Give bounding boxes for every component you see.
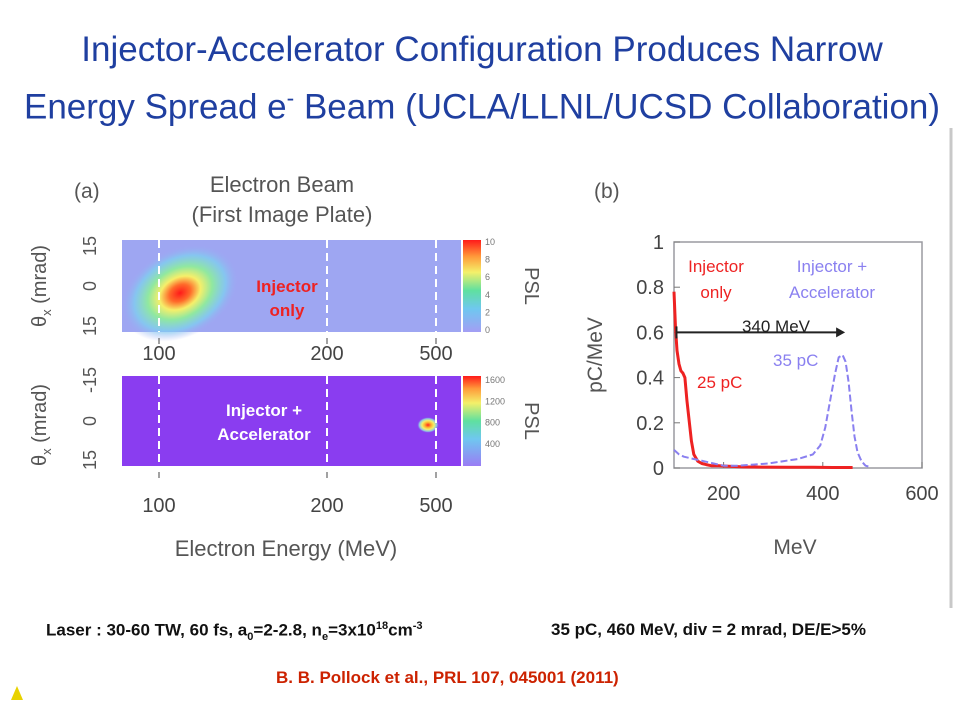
- laser-sub-ne: e: [321, 631, 329, 644]
- top-y-tick-2: 15: [80, 316, 100, 336]
- colorbar-top-tick-3: 4: [485, 290, 490, 300]
- title-line2-part-b: Beam (UCLA/LLNL/UCSD Collaboration): [294, 87, 941, 127]
- title-line2-part-a: Energy Spread e: [23, 87, 287, 127]
- energy-gain-label: 340 MeV: [742, 317, 811, 336]
- laser-text-c: =3x10: [328, 620, 376, 640]
- image-plate-bottom: [122, 376, 461, 466]
- citation: B. B. Pollock et al., PRL 107, 045001 (2…: [276, 668, 619, 687]
- top-y-label: θx (mrad): [29, 245, 54, 327]
- panel-b-y-label: pC/MeV: [584, 317, 607, 393]
- bottom-y-ticks: -15 0 15: [80, 367, 100, 470]
- annotation-injector-only-1: Injector: [256, 277, 318, 296]
- annotation-injector-only-2: only: [270, 301, 305, 320]
- colorbar-top-tick-2: 6: [485, 272, 490, 282]
- b-y-tick-2: 0.4: [636, 368, 664, 390]
- bottom-y-label-rest: (mrad): [29, 384, 51, 448]
- colorbar-top-ticks: 10 8 6 4 2 0: [485, 237, 495, 335]
- warning-triangle-icon: [11, 686, 23, 700]
- colorbar-top-tick-1: 8: [485, 255, 490, 265]
- panel-b-x-ticks: 200 400 600: [707, 462, 939, 505]
- energy-gain-arrow: [675, 326, 846, 339]
- laser-text-a: Laser : 30-60 TW, 60 fs, a: [46, 620, 248, 640]
- colorbar-bottom-tick-0: 1600: [485, 375, 505, 385]
- top-y-label-main: θ: [29, 316, 51, 327]
- panel-a-title: Electron Beam: [210, 172, 354, 197]
- slide-title-line1: Injector-Accelerator Configuration Produ…: [81, 30, 883, 69]
- panel-a-label: (a): [74, 180, 100, 203]
- panel-b-x-label: MeV: [773, 536, 816, 559]
- laser-sub-a0: 0: [247, 631, 254, 644]
- panel-b-label: (b): [594, 180, 620, 203]
- colorbar-bottom: [463, 376, 481, 466]
- bottom-y-label-main: θ: [29, 455, 51, 466]
- colorbar-top-tick-5: 0: [485, 325, 490, 335]
- colorbar-top-tick-0: 10: [485, 237, 495, 247]
- panel-b-y-ticks: 0 0.2 0.4 0.6 0.8 1: [636, 232, 680, 480]
- bottom-x-tick-100: 100: [142, 495, 175, 517]
- top-x-tick-200: 200: [310, 343, 343, 365]
- laser-sup-3: -3: [412, 620, 423, 632]
- bottom-x-tick-500: 500: [419, 495, 452, 517]
- b-y-tick-4: 0.8: [636, 277, 664, 299]
- panel-a-x-label: Electron Energy (MeV): [175, 536, 398, 561]
- colorbar-bottom-tick-2: 800: [485, 418, 500, 428]
- laser-parameters: Laser : 30-60 TW, 60 fs, a0=2-2.8, ne=3x…: [46, 620, 423, 643]
- top-x-tick-500: 500: [419, 343, 452, 365]
- series-line-0: [672, 291, 853, 469]
- legend-injector-only-1: Injector: [688, 257, 744, 276]
- laser-sup-18: 18: [375, 620, 389, 632]
- legend-injector-accel-1: Injector +: [797, 257, 867, 276]
- beam-parameters: 35 pC, 460 MeV, div = 2 mrad, DE/E>5%: [551, 620, 866, 639]
- top-y-ticks: 15 0 15: [80, 236, 100, 336]
- top-y-label-rest: (mrad): [29, 245, 51, 309]
- b-y-tick-1: 0.2: [636, 413, 664, 435]
- b-y-tick-5: 1: [653, 232, 664, 254]
- colorbar-bottom-label: PSL: [520, 402, 542, 440]
- top-y-label-sub: x: [39, 309, 54, 316]
- charge-label-injector-accel: 35 pC: [773, 351, 818, 370]
- annotation-injector-accel-2: Accelerator: [217, 425, 311, 444]
- electron-spot-injector-only: [121, 244, 239, 342]
- colorbar-bottom-ticks: 1600 1200 800 400: [485, 375, 505, 449]
- b-x-tick-2: 600: [905, 483, 938, 505]
- top-x-tick-100: 100: [142, 343, 175, 365]
- annotation-injector-accel-1: Injector +: [226, 401, 302, 420]
- colorbar-top-tick-4: 2: [485, 307, 490, 317]
- b-y-tick-3: 0.6: [636, 322, 664, 344]
- legend-injector-accel-2: Accelerator: [789, 283, 875, 302]
- title-superscript: -: [286, 85, 295, 111]
- bottom-y-label-sub: x: [39, 448, 54, 455]
- series-line-1: [673, 354, 871, 468]
- panel-b-series: [672, 291, 871, 469]
- electron-spot-injector-accelerator: [417, 417, 439, 433]
- colorbar-bottom-tick-3: 400: [485, 439, 500, 449]
- bottom-x-tick-200: 200: [310, 495, 343, 517]
- bottom-y-label: θx (mrad): [29, 384, 54, 466]
- top-y-tick-1: 0: [80, 281, 100, 291]
- slide-title-line2: Energy Spread e- Beam (UCLA/LLNL/UCSD Co…: [0, 76, 960, 130]
- b-x-tick-0: 200: [707, 483, 740, 505]
- charge-label-injector-only: 25 pC: [697, 373, 742, 392]
- figure: (a) Electron Beam (First Image Plate) In…: [29, 128, 953, 608]
- arrow-head: [836, 327, 846, 338]
- colorbar-top: [463, 240, 481, 332]
- bottom-y-tick-0: -15: [80, 367, 100, 393]
- colorbar-top-label: PSL: [520, 267, 542, 305]
- colorbar-bottom-tick-1: 1200: [485, 396, 505, 406]
- legend-injector-only-2: only: [700, 283, 732, 302]
- panel-a-subtitle: (First Image Plate): [192, 202, 373, 227]
- top-y-tick-0: 15: [80, 236, 100, 256]
- bottom-y-tick-1: 0: [80, 416, 100, 426]
- laser-text-d: cm: [388, 620, 413, 640]
- b-y-tick-0: 0: [653, 458, 664, 480]
- bottom-y-tick-2: 15: [80, 450, 100, 470]
- laser-text-b: =2-2.8, n: [253, 620, 322, 640]
- b-x-tick-1: 400: [806, 483, 839, 505]
